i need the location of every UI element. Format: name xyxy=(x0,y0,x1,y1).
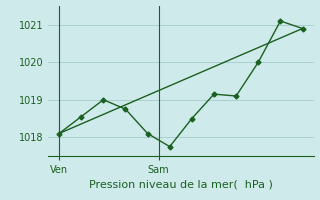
X-axis label: Pression niveau de la mer(  hPa ): Pression niveau de la mer( hPa ) xyxy=(89,179,273,189)
